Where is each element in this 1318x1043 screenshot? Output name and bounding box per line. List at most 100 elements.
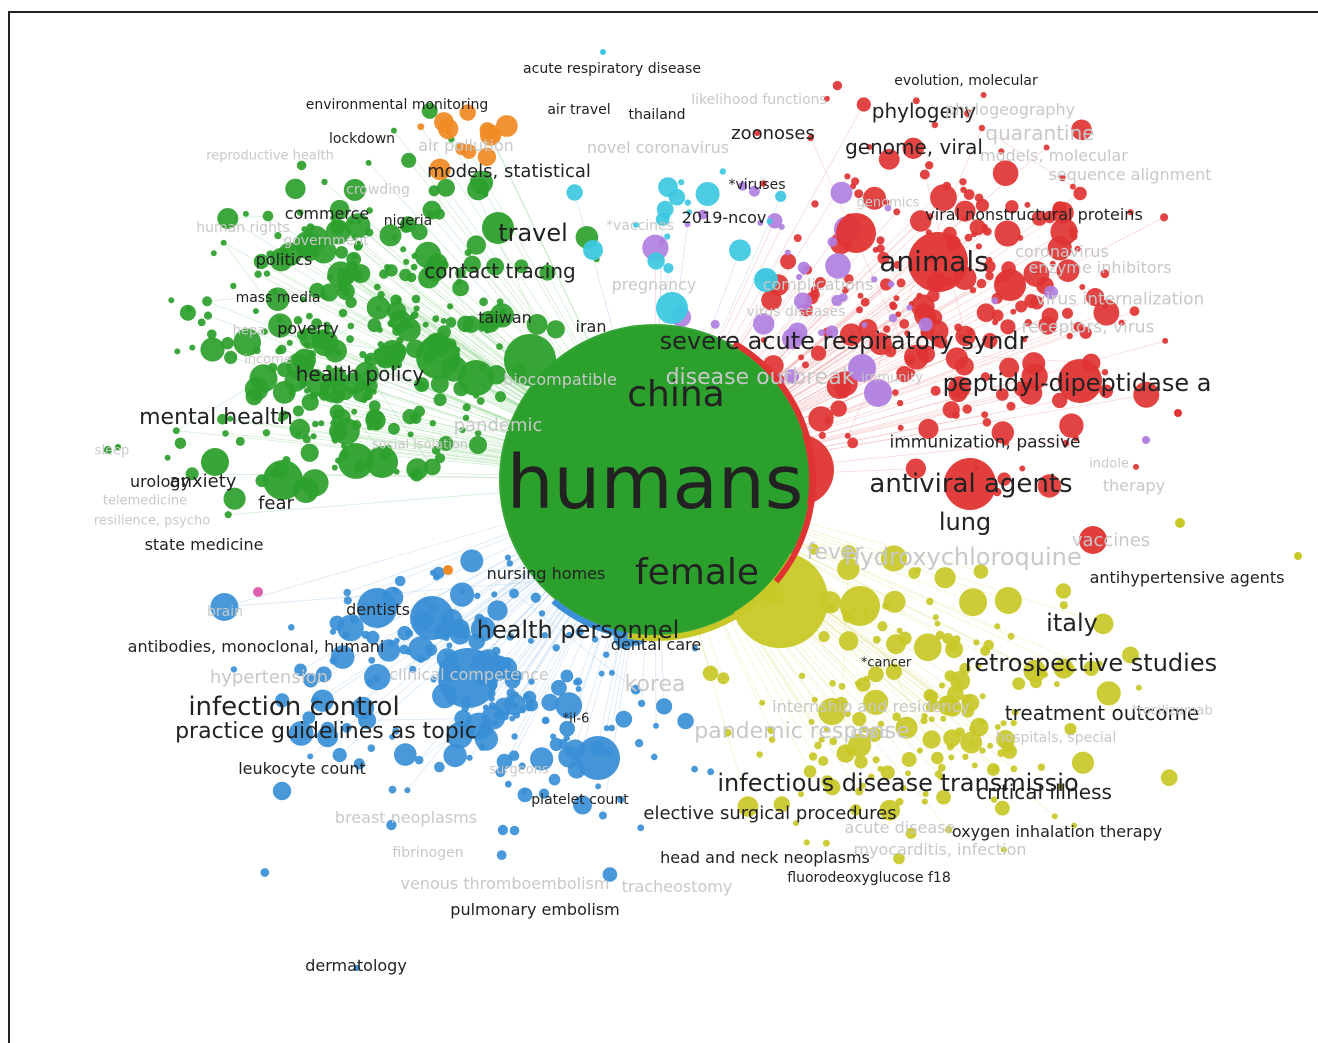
node-purple[interactable] <box>784 369 800 384</box>
node-blue[interactable] <box>538 610 546 617</box>
node-green[interactable] <box>365 159 372 166</box>
node-cyan[interactable] <box>775 190 787 202</box>
node-green[interactable] <box>476 397 485 405</box>
node-blue[interactable] <box>317 726 339 748</box>
node-red[interactable] <box>981 226 988 233</box>
node-green[interactable] <box>430 375 449 394</box>
node-red[interactable] <box>892 389 899 396</box>
node-green[interactable] <box>174 348 181 355</box>
term-label-dentists[interactable]: dentists <box>346 600 410 619</box>
node-yellow[interactable] <box>936 789 951 805</box>
node-cyan[interactable] <box>686 209 693 216</box>
term-label-government[interactable]: government <box>283 233 369 249</box>
term-label-italy[interactable]: italy <box>1046 609 1098 637</box>
node-green[interactable] <box>104 446 112 454</box>
node-blue[interactable] <box>399 644 410 655</box>
term-label-dermatology[interactable]: dermatology <box>305 956 407 975</box>
node-red[interactable] <box>959 178 967 186</box>
term-label-evolution-molecular[interactable]: evolution, molecular <box>894 73 1038 89</box>
node-yellow[interactable] <box>1000 720 1007 727</box>
node-yellow[interactable] <box>863 689 889 715</box>
node-blue[interactable] <box>350 614 359 624</box>
node-yellow[interactable] <box>931 700 940 710</box>
node-green[interactable] <box>499 308 507 316</box>
node-green[interactable] <box>379 269 389 279</box>
node-blue[interactable] <box>566 631 573 638</box>
node-red[interactable] <box>1000 319 1016 335</box>
node-red[interactable] <box>1006 401 1016 411</box>
term-label-iran[interactable]: iran <box>575 317 607 336</box>
node-yellow[interactable] <box>838 703 846 711</box>
term-label-income[interactable]: income <box>244 352 292 368</box>
term-label-critical-illness[interactable]: critical illness <box>976 780 1112 804</box>
hub-node-green[interactable] <box>366 446 398 478</box>
node-green[interactable] <box>354 240 364 250</box>
node-red[interactable] <box>969 287 977 294</box>
term-label-retrospective-studies[interactable]: retrospective studies <box>964 649 1218 677</box>
node-red[interactable] <box>860 297 870 307</box>
node-blue[interactable] <box>470 616 496 642</box>
node-cyan[interactable] <box>633 221 639 228</box>
term-label-surgeons[interactable]: surgeons <box>489 762 549 778</box>
node-green[interactable] <box>368 373 375 380</box>
node-green[interactable] <box>310 433 317 440</box>
node-yellow[interactable] <box>893 852 905 865</box>
node-purple[interactable] <box>838 293 848 302</box>
node-green[interactable] <box>384 264 391 271</box>
node-green[interactable] <box>400 246 407 253</box>
node-green[interactable] <box>438 436 454 451</box>
node-green[interactable] <box>406 458 429 481</box>
node-red[interactable] <box>793 234 802 243</box>
node-red[interactable] <box>1133 381 1160 408</box>
node-yellow[interactable] <box>979 693 986 700</box>
term-label-acute-respiratory-disease[interactable]: acute respiratory disease <box>523 61 701 77</box>
node-blue[interactable] <box>574 677 583 686</box>
hub-node-green[interactable] <box>458 360 494 396</box>
node-red[interactable] <box>1074 245 1081 252</box>
node-red[interactable] <box>991 421 1014 444</box>
node-blue[interactable] <box>541 693 559 712</box>
node-red[interactable] <box>1049 260 1056 267</box>
node-green[interactable] <box>289 418 311 440</box>
node-blue[interactable] <box>394 575 406 587</box>
node-green[interactable] <box>224 350 238 364</box>
term-label-treatment-outcome[interactable]: treatment outcome <box>1004 701 1200 725</box>
node-blue[interactable] <box>603 651 610 658</box>
node-green[interactable] <box>296 209 304 216</box>
node-blue[interactable] <box>637 824 645 832</box>
term-label-pulmonary-embolism[interactable]: pulmonary embolism <box>450 900 620 919</box>
node-yellow[interactable] <box>759 699 766 706</box>
term-label-female[interactable]: female <box>634 552 760 593</box>
node-green[interactable] <box>221 337 234 350</box>
node-red[interactable] <box>931 121 939 129</box>
term-label-likelihood-functions[interactable]: likelihood functions <box>691 92 827 108</box>
node-blue[interactable] <box>487 600 508 621</box>
node-blue[interactable] <box>518 762 526 770</box>
node-blue[interactable] <box>508 750 520 761</box>
node-green[interactable] <box>462 403 471 412</box>
node-yellow[interactable] <box>1055 583 1072 599</box>
node-blue[interactable] <box>389 733 396 740</box>
node-red[interactable] <box>918 418 939 439</box>
node-green[interactable] <box>223 487 246 510</box>
node-red[interactable] <box>761 289 782 311</box>
node-green[interactable] <box>345 213 371 239</box>
node-purple[interactable] <box>888 313 898 323</box>
node-yellow[interactable] <box>937 763 946 772</box>
node-orange[interactable] <box>445 128 453 136</box>
node-red[interactable] <box>851 177 860 186</box>
node-yellow[interactable] <box>994 587 1022 614</box>
node-green[interactable] <box>411 294 421 304</box>
node-green[interactable] <box>361 397 368 404</box>
node-green[interactable] <box>200 337 225 362</box>
node-red[interactable] <box>1024 201 1031 208</box>
node-yellow[interactable] <box>855 787 864 796</box>
node-green[interactable] <box>402 409 418 425</box>
node-red[interactable] <box>760 337 767 344</box>
node-green[interactable] <box>318 420 325 427</box>
node-purple[interactable] <box>825 253 851 279</box>
node-blue[interactable] <box>602 867 618 882</box>
node-red[interactable] <box>981 411 989 419</box>
node-yellow[interactable] <box>945 698 954 707</box>
term-label-antiviral-agents[interactable]: antiviral agents <box>869 469 1073 499</box>
